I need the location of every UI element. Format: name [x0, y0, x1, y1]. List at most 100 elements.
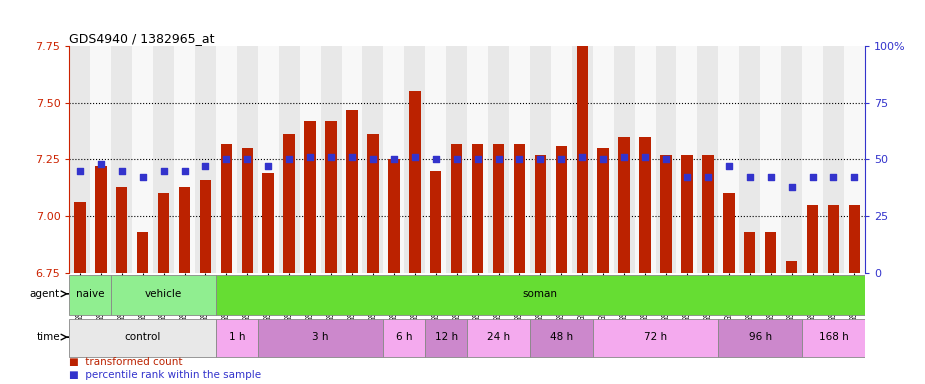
Bar — [367, 134, 378, 273]
Bar — [383, 319, 426, 357]
Point — [596, 156, 611, 162]
Bar — [74, 202, 86, 273]
Point — [743, 174, 758, 180]
Bar — [258, 46, 278, 273]
Bar — [363, 46, 383, 273]
Bar — [304, 121, 315, 273]
Point — [219, 156, 234, 162]
Bar — [326, 121, 337, 273]
Point — [261, 163, 276, 169]
Bar — [263, 173, 274, 273]
Bar — [200, 180, 211, 273]
Bar — [807, 205, 819, 273]
Bar — [341, 46, 363, 273]
Bar — [154, 46, 174, 273]
Bar — [426, 319, 467, 357]
Bar — [556, 146, 567, 273]
Bar — [681, 155, 693, 273]
Bar — [509, 46, 530, 273]
Bar — [179, 187, 191, 273]
Bar — [216, 275, 865, 314]
Bar — [598, 148, 609, 273]
Text: 3 h: 3 h — [313, 332, 328, 342]
Bar — [111, 275, 216, 314]
Bar — [69, 319, 216, 357]
Point — [637, 154, 652, 160]
Point — [93, 161, 108, 167]
Bar — [802, 46, 823, 273]
Bar — [446, 46, 467, 273]
Bar — [216, 319, 258, 357]
Point — [302, 154, 317, 160]
Point — [512, 156, 527, 162]
Bar — [765, 232, 776, 273]
Point — [115, 168, 130, 174]
Bar — [535, 155, 546, 273]
Bar — [404, 46, 426, 273]
Text: 6 h: 6 h — [396, 332, 413, 342]
Text: GDS4940 / 1382965_at: GDS4940 / 1382965_at — [69, 32, 215, 45]
Bar — [828, 205, 839, 273]
Bar — [488, 46, 509, 273]
Bar — [513, 144, 525, 273]
Text: 72 h: 72 h — [644, 332, 667, 342]
Bar — [613, 46, 635, 273]
Bar — [383, 46, 404, 273]
Bar — [116, 187, 128, 273]
Bar — [676, 46, 697, 273]
Point — [805, 174, 820, 180]
Bar — [69, 46, 91, 273]
Bar — [593, 46, 613, 273]
Bar — [283, 134, 295, 273]
Bar — [132, 46, 154, 273]
Text: soman: soman — [523, 289, 558, 299]
Point — [282, 156, 297, 162]
Bar — [467, 319, 530, 357]
Point — [784, 184, 799, 190]
Point — [847, 174, 862, 180]
Bar — [619, 137, 630, 273]
Bar — [572, 46, 593, 273]
Point — [156, 168, 171, 174]
Bar — [321, 46, 341, 273]
Text: ■  transformed count: ■ transformed count — [69, 357, 183, 367]
Point — [365, 156, 380, 162]
Bar — [744, 232, 756, 273]
Bar — [241, 148, 253, 273]
Point — [554, 156, 569, 162]
Bar — [723, 194, 734, 273]
Bar — [781, 46, 802, 273]
Text: control: control — [125, 332, 161, 342]
Bar — [739, 46, 760, 273]
Point — [470, 156, 485, 162]
Bar — [530, 46, 551, 273]
Bar — [493, 144, 504, 273]
Point — [763, 174, 778, 180]
Bar — [786, 262, 797, 273]
Bar — [844, 46, 865, 273]
Text: vehicle: vehicle — [145, 289, 182, 299]
Bar — [467, 46, 488, 273]
Bar — [158, 194, 169, 273]
Point — [722, 163, 736, 169]
Point — [345, 154, 360, 160]
Text: 168 h: 168 h — [819, 332, 848, 342]
Point — [407, 154, 422, 160]
Bar — [656, 46, 676, 273]
Bar — [576, 19, 588, 273]
Bar — [91, 46, 111, 273]
Point — [240, 156, 254, 162]
Bar — [195, 46, 216, 273]
Point — [700, 174, 715, 180]
Point — [680, 174, 695, 180]
Point — [826, 174, 841, 180]
Bar — [95, 166, 106, 273]
Bar — [409, 91, 421, 273]
Bar — [258, 319, 383, 357]
Text: 1 h: 1 h — [228, 332, 245, 342]
Bar — [593, 319, 719, 357]
Bar — [719, 46, 739, 273]
Bar — [278, 46, 300, 273]
Bar — [426, 46, 446, 273]
Point — [72, 168, 87, 174]
